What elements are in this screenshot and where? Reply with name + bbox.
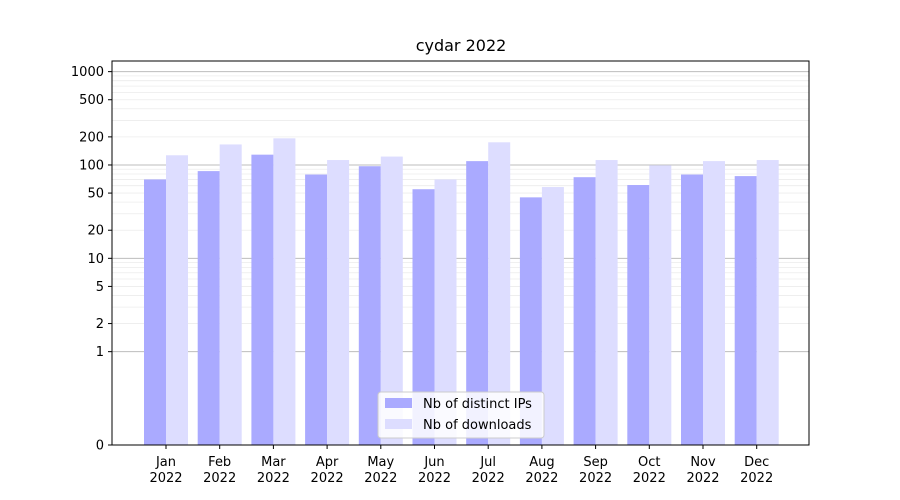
bar-distinct-ips [305,174,328,446]
x-tick-label-year: 2022 [472,471,505,486]
chart-title: cydar 2022 [416,36,507,55]
legend-swatch-ips [385,398,412,408]
legend: Nb of distinct IPs Nb of downloads [377,391,545,439]
bar-distinct-ips [358,166,381,446]
x-tick-label-month: Sep [583,455,608,470]
y-tick-label: 200 [79,130,104,145]
bar-distinct-ips [734,176,757,445]
x-tick-label-year: 2022 [203,471,236,486]
x-tick-label-month: Dec [744,455,769,470]
y-tick-label: 0 [96,439,104,454]
bar-downloads [541,187,564,445]
bar-downloads [273,138,296,446]
x-tick-label-month: Mar [261,455,286,470]
x-axis: Jan2022Feb2022Mar2022Apr2022May2022Jun20… [149,445,773,486]
x-tick-label-month: Jul [479,455,496,470]
legend-label-downloads: Nb of downloads [423,418,532,433]
y-tick-label: 10 [87,252,104,267]
bar-distinct-ips [681,174,703,446]
bar-downloads [756,160,779,446]
x-tick-label-year: 2022 [311,471,344,486]
bar-downloads [327,160,350,446]
y-tick-label: 20 [87,224,104,239]
bar-distinct-ips [519,197,542,445]
y-tick-label: 1 [96,345,104,360]
bar-downloads [380,156,403,446]
bar-downloads [219,144,242,445]
plot-frame [111,60,810,446]
y-tick-label: 50 [87,187,104,202]
bar-downloads [488,142,511,445]
x-tick-label-month: Aug [529,455,554,470]
y-tick-label: 5 [96,280,104,295]
bar-downloads [649,165,672,446]
x-tick-label-year: 2022 [149,471,182,486]
x-tick-label-month: Feb [208,455,231,470]
bar-downloads [703,161,725,446]
x-tick-label-month: Jan [155,455,176,470]
x-tick-label-month: Oct [638,455,660,470]
x-tick-label-month: Jun [423,455,444,470]
y-tick-label: 500 [79,93,104,108]
legend-swatch-downloads [385,419,412,429]
bar-distinct-ips [573,177,596,446]
y-tick-label: 2 [96,317,104,332]
x-tick-label-year: 2022 [257,471,290,486]
x-tick-label-year: 2022 [633,471,666,486]
bar-distinct-ips [627,185,650,445]
x-tick-label-month: May [367,455,394,470]
y-tick-label: 1000 [71,65,104,80]
x-tick-label-year: 2022 [686,471,719,486]
bar-downloads [595,160,618,446]
x-tick-label-year: 2022 [418,471,451,486]
bar-distinct-ips [197,171,220,445]
x-tick-label-month: Nov [690,455,716,470]
bar-distinct-ips [466,161,489,446]
bar-distinct-ips [412,189,435,445]
legend-box [377,391,545,439]
bar-downloads [434,179,457,445]
y-axis: 0 1 2 5 10 20 50 100 200 500 1000 [71,65,112,454]
x-tick-label-month: Apr [316,455,339,470]
bar-distinct-ips [251,154,274,446]
bar-downloads [166,155,188,446]
bars [144,138,779,446]
x-tick-label-year: 2022 [740,471,773,486]
y-tick-label: 100 [79,158,104,173]
x-tick-label-year: 2022 [579,471,612,486]
x-tick-label-year: 2022 [364,471,397,486]
legend-label-ips: Nb of distinct IPs [423,397,532,412]
x-tick-label-year: 2022 [525,471,558,486]
bar-distinct-ips [144,179,166,445]
